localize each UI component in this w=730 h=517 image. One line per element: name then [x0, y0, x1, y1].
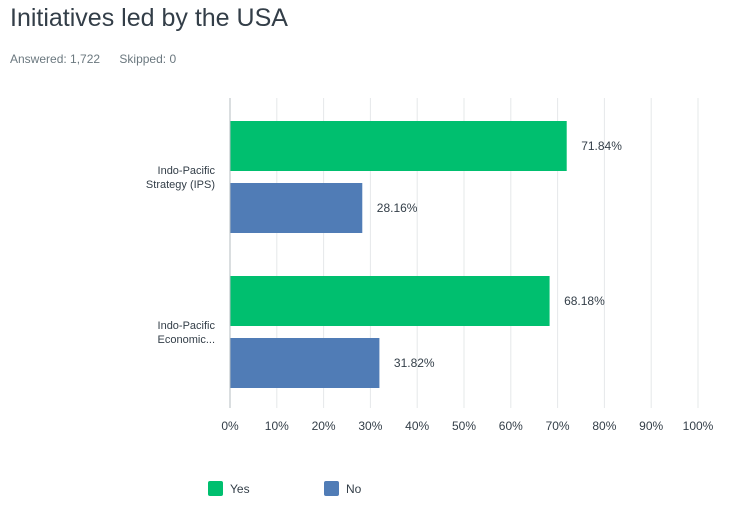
x-tick-label: 20%: [312, 419, 336, 433]
x-tick-label: 40%: [405, 419, 429, 433]
x-tick-label: 70%: [546, 419, 570, 433]
response-summary: Answered: 1,722 Skipped: 0: [10, 52, 192, 66]
bar: [230, 338, 380, 388]
legend-label-no: No: [346, 481, 362, 496]
bar: [230, 183, 363, 233]
legend-swatch-no: [324, 481, 339, 496]
skipped-count: Skipped: 0: [119, 52, 177, 66]
x-tick-label: 90%: [639, 419, 663, 433]
x-tick-label: 10%: [265, 419, 289, 433]
x-tick-label: 0%: [221, 419, 239, 433]
legend-item-no[interactable]: No: [324, 481, 361, 496]
x-tick-label: 60%: [499, 419, 523, 433]
bar: [230, 276, 550, 326]
data-label: 31.82%: [394, 356, 435, 370]
x-tick-label: 80%: [592, 419, 616, 433]
bar: [230, 121, 567, 171]
x-tick-label: 50%: [452, 419, 476, 433]
legend-swatch-yes: [208, 481, 223, 496]
category-label: Indo-Pacific Economic...: [158, 320, 216, 346]
data-label: 68.18%: [564, 294, 605, 308]
answered-count: Answered: 1,722: [10, 52, 101, 66]
x-tick-label: 30%: [358, 419, 382, 433]
data-label: 71.84%: [581, 139, 622, 153]
bar-chart: 0% 10% 20% 30% 40% 50% 60% 70% 80% 90% 100% 71.84% 6…: [146, 98, 714, 433]
legend-label-yes: Yes: [230, 481, 250, 496]
category-label: Indo-Pacific Strategy (IPS): [146, 165, 216, 191]
legend-item-yes[interactable]: Yes: [208, 481, 250, 496]
chart-title: Initiatives led by the USA: [10, 4, 288, 32]
x-tick-label: 100%: [683, 419, 714, 433]
data-label: 28.16%: [377, 201, 418, 215]
